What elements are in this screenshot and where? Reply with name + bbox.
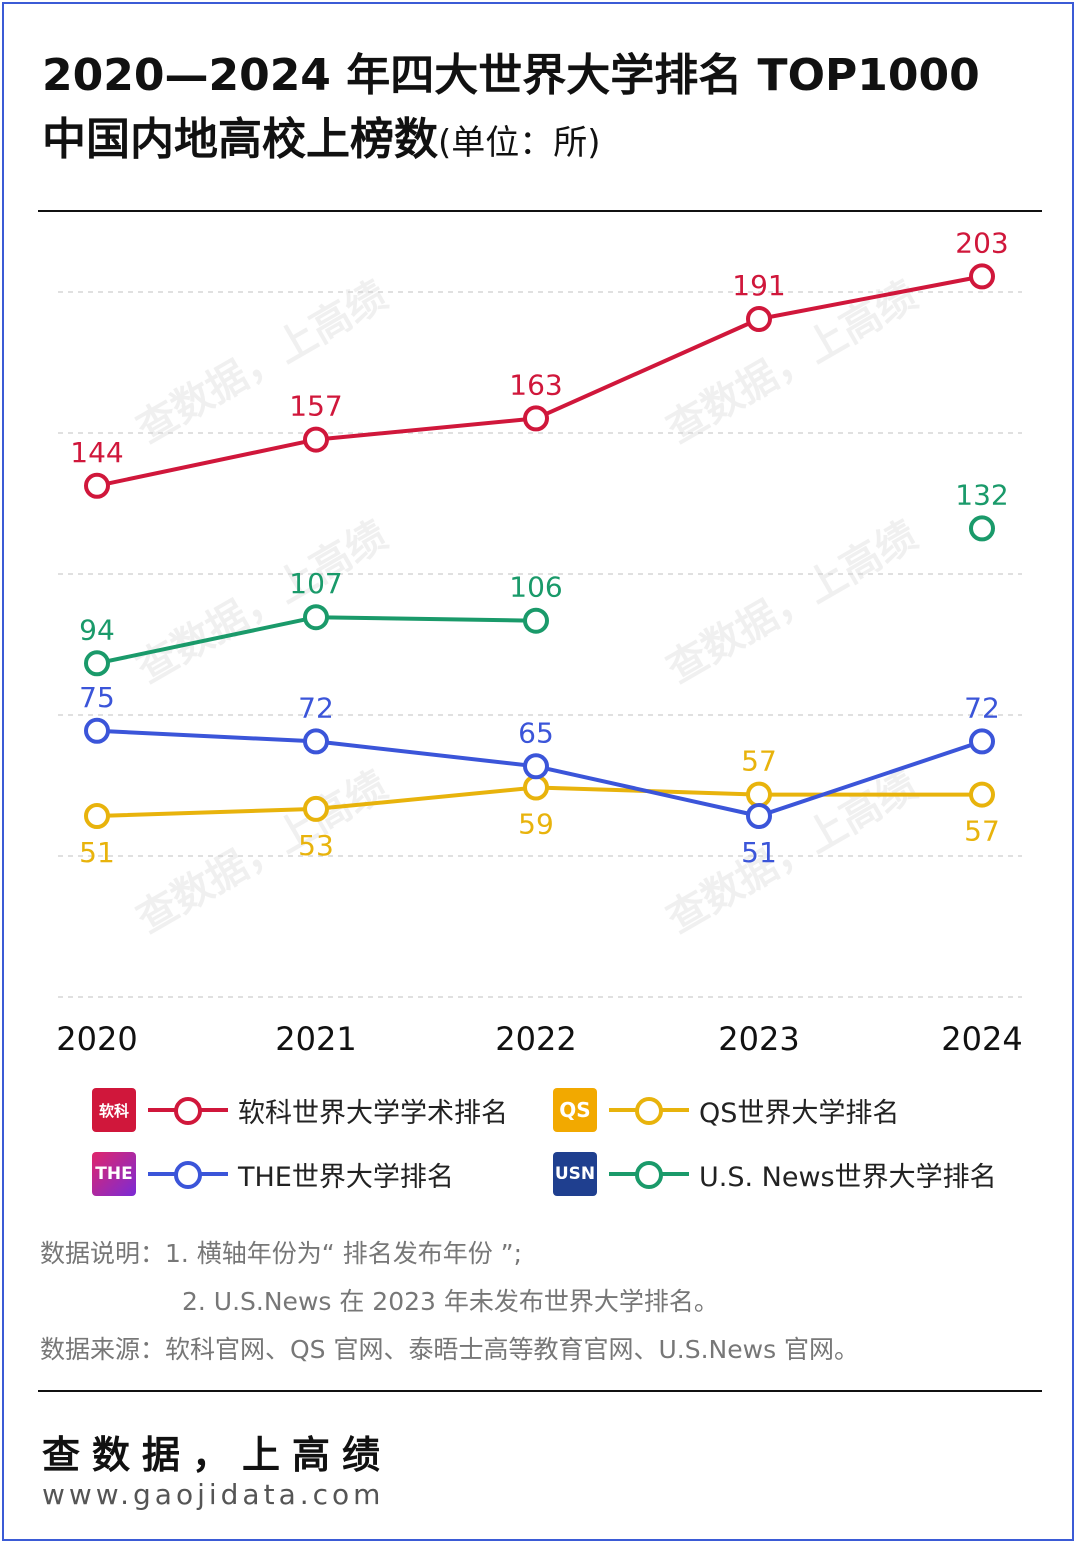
data-point bbox=[523, 774, 549, 801]
legend-label-usn: U.S. News世界大学排名 bbox=[699, 1161, 997, 1193]
data-point bbox=[969, 263, 995, 290]
bottom-divider bbox=[38, 1390, 1042, 1392]
footer-tagline: 查数据，上高绩 bbox=[42, 1433, 393, 1477]
data-label: 72 bbox=[298, 691, 334, 724]
data-label: 203 bbox=[955, 226, 1008, 259]
legend: 软科 软科世界大学学术排名 QS QS世界大学排名 THE THE世界大学排名 … bbox=[0, 1080, 1080, 1220]
note-line-2: 2. U.S.News 在 2023 年未发布世界大学排名。 bbox=[182, 1287, 719, 1316]
legend-line-qs bbox=[609, 1095, 689, 1125]
data-label: 132 bbox=[955, 478, 1008, 511]
data-label: 94 bbox=[79, 613, 115, 646]
data-label: 51 bbox=[79, 836, 115, 869]
data-point bbox=[523, 753, 549, 780]
data-point bbox=[84, 717, 110, 744]
data-point bbox=[84, 650, 110, 677]
data-point bbox=[746, 306, 772, 332]
data-label: 191 bbox=[732, 269, 785, 302]
legend-item-qs: QS QS世界大学排名 bbox=[553, 1088, 899, 1132]
data-point bbox=[303, 604, 329, 631]
title-line-1: 2020—2024 年四大世界大学排名 TOP1000 bbox=[42, 50, 980, 101]
the-logo-icon: THE bbox=[92, 1152, 136, 1196]
data-label: 72 bbox=[964, 691, 1000, 724]
legend-line-the bbox=[148, 1159, 228, 1189]
title-unit: (单位：所) bbox=[438, 123, 601, 163]
qs-logo-icon: QS bbox=[553, 1088, 597, 1132]
legend-label-qs: QS世界大学排名 bbox=[699, 1097, 900, 1129]
data-point bbox=[969, 515, 995, 542]
data-point bbox=[969, 781, 995, 808]
data-label: 106 bbox=[509, 571, 562, 604]
data-point bbox=[84, 472, 110, 499]
data-label: 59 bbox=[518, 808, 554, 841]
legend-label-the: THE世界大学排名 bbox=[238, 1161, 454, 1193]
data-label: 53 bbox=[298, 829, 334, 862]
footer-url: www.gaojidata.com bbox=[42, 1478, 385, 1511]
data-label: 107 bbox=[289, 567, 342, 600]
legend-label-arwu: 软科世界大学学术排名 bbox=[238, 1097, 508, 1129]
data-label: 157 bbox=[289, 390, 342, 423]
chart-title: 2020—2024 年四大世界大学排名 TOP1000 中国内地高校上榜数(单位… bbox=[42, 44, 1040, 175]
arwu-logo-icon: 软科 bbox=[92, 1088, 136, 1132]
data-point bbox=[303, 795, 329, 822]
usn-logo-icon: USN bbox=[553, 1152, 597, 1196]
top-divider bbox=[38, 210, 1042, 212]
data-label: 57 bbox=[964, 815, 1000, 848]
data-label: 163 bbox=[509, 368, 562, 401]
data-label: 51 bbox=[741, 836, 777, 869]
data-point bbox=[303, 426, 329, 453]
legend-item-the: THE THE世界大学排名 bbox=[92, 1152, 454, 1196]
note-source: 数据来源：软科官网、QS 官网、泰晤士高等教育官网、U.S.News 官网。 bbox=[40, 1335, 860, 1364]
notes: 数据说明：1. 横轴年份为“ 排名发布年份 ”; 2. U.S.News 在 2… bbox=[40, 1230, 859, 1374]
data-label: 144 bbox=[70, 436, 123, 469]
data-label: 65 bbox=[518, 716, 554, 749]
legend-item-arwu: 软科 软科世界大学学术排名 bbox=[92, 1088, 508, 1132]
x-tick-label: 2022 bbox=[495, 1020, 576, 1058]
line-chart: 2020 2021 2022 2023 2024 144 157 163 191 203 51 53 5… bbox=[56, 226, 1022, 1058]
title-main: 中国内地高校上榜数 bbox=[42, 114, 438, 165]
data-point bbox=[523, 607, 549, 634]
x-tick-label: 2024 bbox=[941, 1020, 1022, 1058]
note-line-1: 数据说明：1. 横轴年份为“ 排名发布年份 ”; bbox=[40, 1239, 523, 1268]
data-point bbox=[969, 728, 995, 755]
legend-line-arwu bbox=[148, 1095, 228, 1125]
data-point bbox=[303, 728, 329, 755]
data-point bbox=[523, 405, 549, 432]
data-label: 75 bbox=[79, 681, 115, 714]
x-tick-label: 2020 bbox=[56, 1020, 137, 1058]
x-tick-label: 2021 bbox=[275, 1020, 356, 1058]
data-point bbox=[746, 781, 772, 808]
data-label: 57 bbox=[741, 745, 777, 778]
data-point bbox=[746, 803, 772, 829]
x-tick-label: 2023 bbox=[718, 1020, 799, 1058]
legend-line-usn bbox=[609, 1159, 689, 1189]
title-line-2: 中国内地高校上榜数(单位：所) bbox=[42, 108, 1040, 175]
legend-item-usn: USN U.S. News世界大学排名 bbox=[553, 1152, 997, 1196]
data-point bbox=[84, 803, 110, 829]
